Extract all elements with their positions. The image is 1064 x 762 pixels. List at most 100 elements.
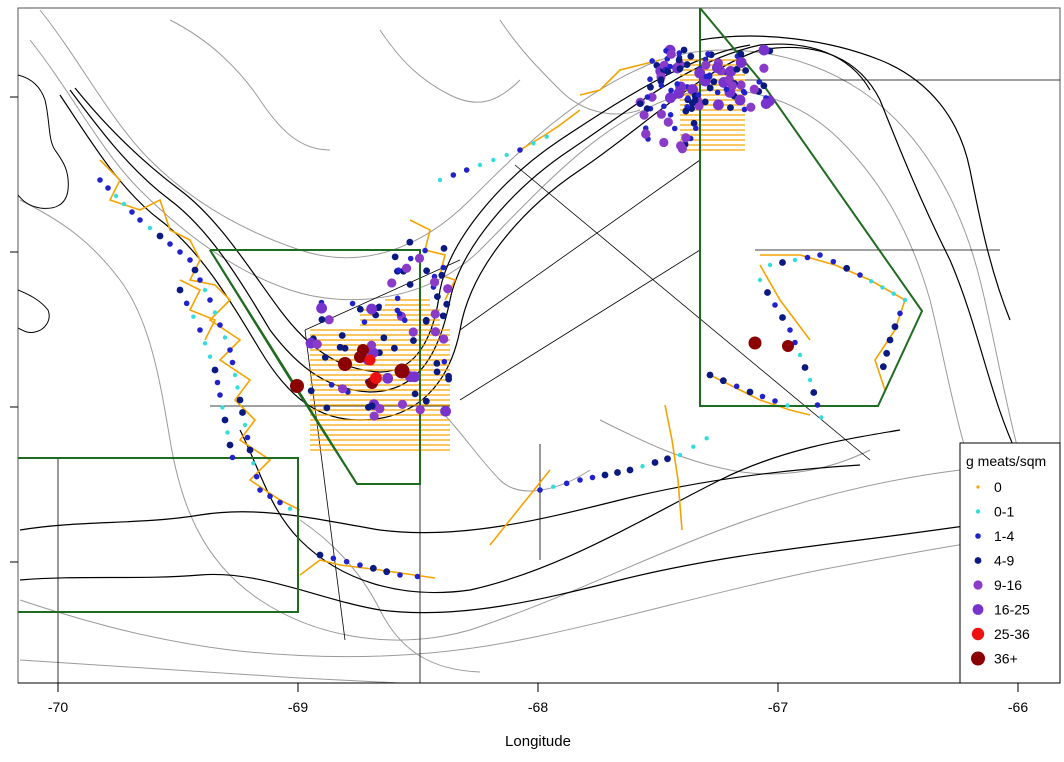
station-point [129,209,135,215]
legend-label: 4-9 [994,553,1014,569]
legend-swatch [973,580,983,590]
coastline [18,74,69,333]
station-point [477,162,483,168]
station-point [214,379,221,386]
station-point [113,193,119,199]
station-point [741,89,748,96]
station-point [191,314,196,319]
station-point [137,217,143,223]
station-point [668,87,674,94]
station-point [440,405,451,417]
station-point [207,297,213,303]
station-point [883,349,891,357]
station-point [741,106,748,113]
station-point [690,119,698,127]
station-point [504,152,509,158]
station-point [239,409,246,416]
station-point [663,117,673,127]
station-point [671,125,678,132]
station-point [819,415,824,420]
station-point [767,262,773,268]
station-point [316,551,324,559]
station-point [551,484,556,489]
station-point [734,94,746,106]
x-tick-label: -69 [288,699,308,715]
legend-swatch [971,651,985,666]
station-point [202,341,208,346]
station-point [437,177,443,183]
station-point [361,319,368,325]
station-point [682,107,690,115]
station-point [176,286,184,294]
station-point [746,388,754,396]
station-point-large [290,379,304,393]
station-point [737,50,745,58]
station-point [212,310,218,315]
station-point [810,389,818,396]
station-point [232,372,238,378]
station-point [764,289,771,296]
station-point [246,446,254,454]
nantucket-lightship-area [18,457,299,613]
station-point [422,318,430,325]
station-point [187,257,193,263]
station-point [879,363,887,371]
station-point [357,562,363,568]
x-tick-label: -70 [48,699,68,715]
station-point [713,99,724,111]
station-point [902,297,908,303]
station-point [675,56,683,64]
station-point [429,277,440,287]
station-point [772,398,778,404]
station-point [382,372,394,384]
station-point [691,96,699,104]
station-point [366,303,378,315]
station-point [647,83,654,91]
station-point [397,572,403,578]
black-depth-contours [19,35,1060,614]
legend-label: 0 [994,479,1002,495]
station-point [410,337,417,344]
station-point [441,358,448,365]
station-point [857,272,863,278]
station-point [531,141,536,146]
station-point [756,79,762,85]
station-point [641,129,651,139]
station-point [406,281,414,288]
station-point [701,60,711,70]
station-point [439,312,447,320]
station-point [338,332,346,339]
station-point [577,477,583,483]
legend: g meats/sqm 0 0-1 1-4 4-9 9-16 16-25 25-36 36+ [959,442,1061,684]
station-point [714,89,721,96]
station-point-large [370,372,382,384]
station-point [843,264,851,272]
station-point-large [357,344,369,356]
station-point [651,459,659,466]
station-point [649,58,655,64]
legend-swatch [974,557,982,564]
station-point [414,253,425,263]
station-point [244,434,251,441]
station-point [253,473,260,480]
station-point [710,78,718,86]
station-point [369,411,379,421]
station-point [639,110,649,120]
legend-label: 1-4 [994,528,1014,544]
station-point [220,405,225,410]
station-point [330,555,337,562]
station-point [733,65,741,73]
legend-entries: 0 0-1 1-4 4-9 9-16 16-25 25-36 36+ [971,479,1030,667]
x-axis-title: Longitude [505,733,571,750]
station-point-large [364,354,376,366]
legend-label: 16-25 [994,602,1030,618]
station-point [706,371,714,379]
station-point [727,81,737,91]
station-point [814,402,821,408]
station-point [191,266,199,274]
station-point [760,98,772,110]
station-point [643,105,651,113]
station-point [227,347,233,353]
station-point-large [748,336,762,350]
